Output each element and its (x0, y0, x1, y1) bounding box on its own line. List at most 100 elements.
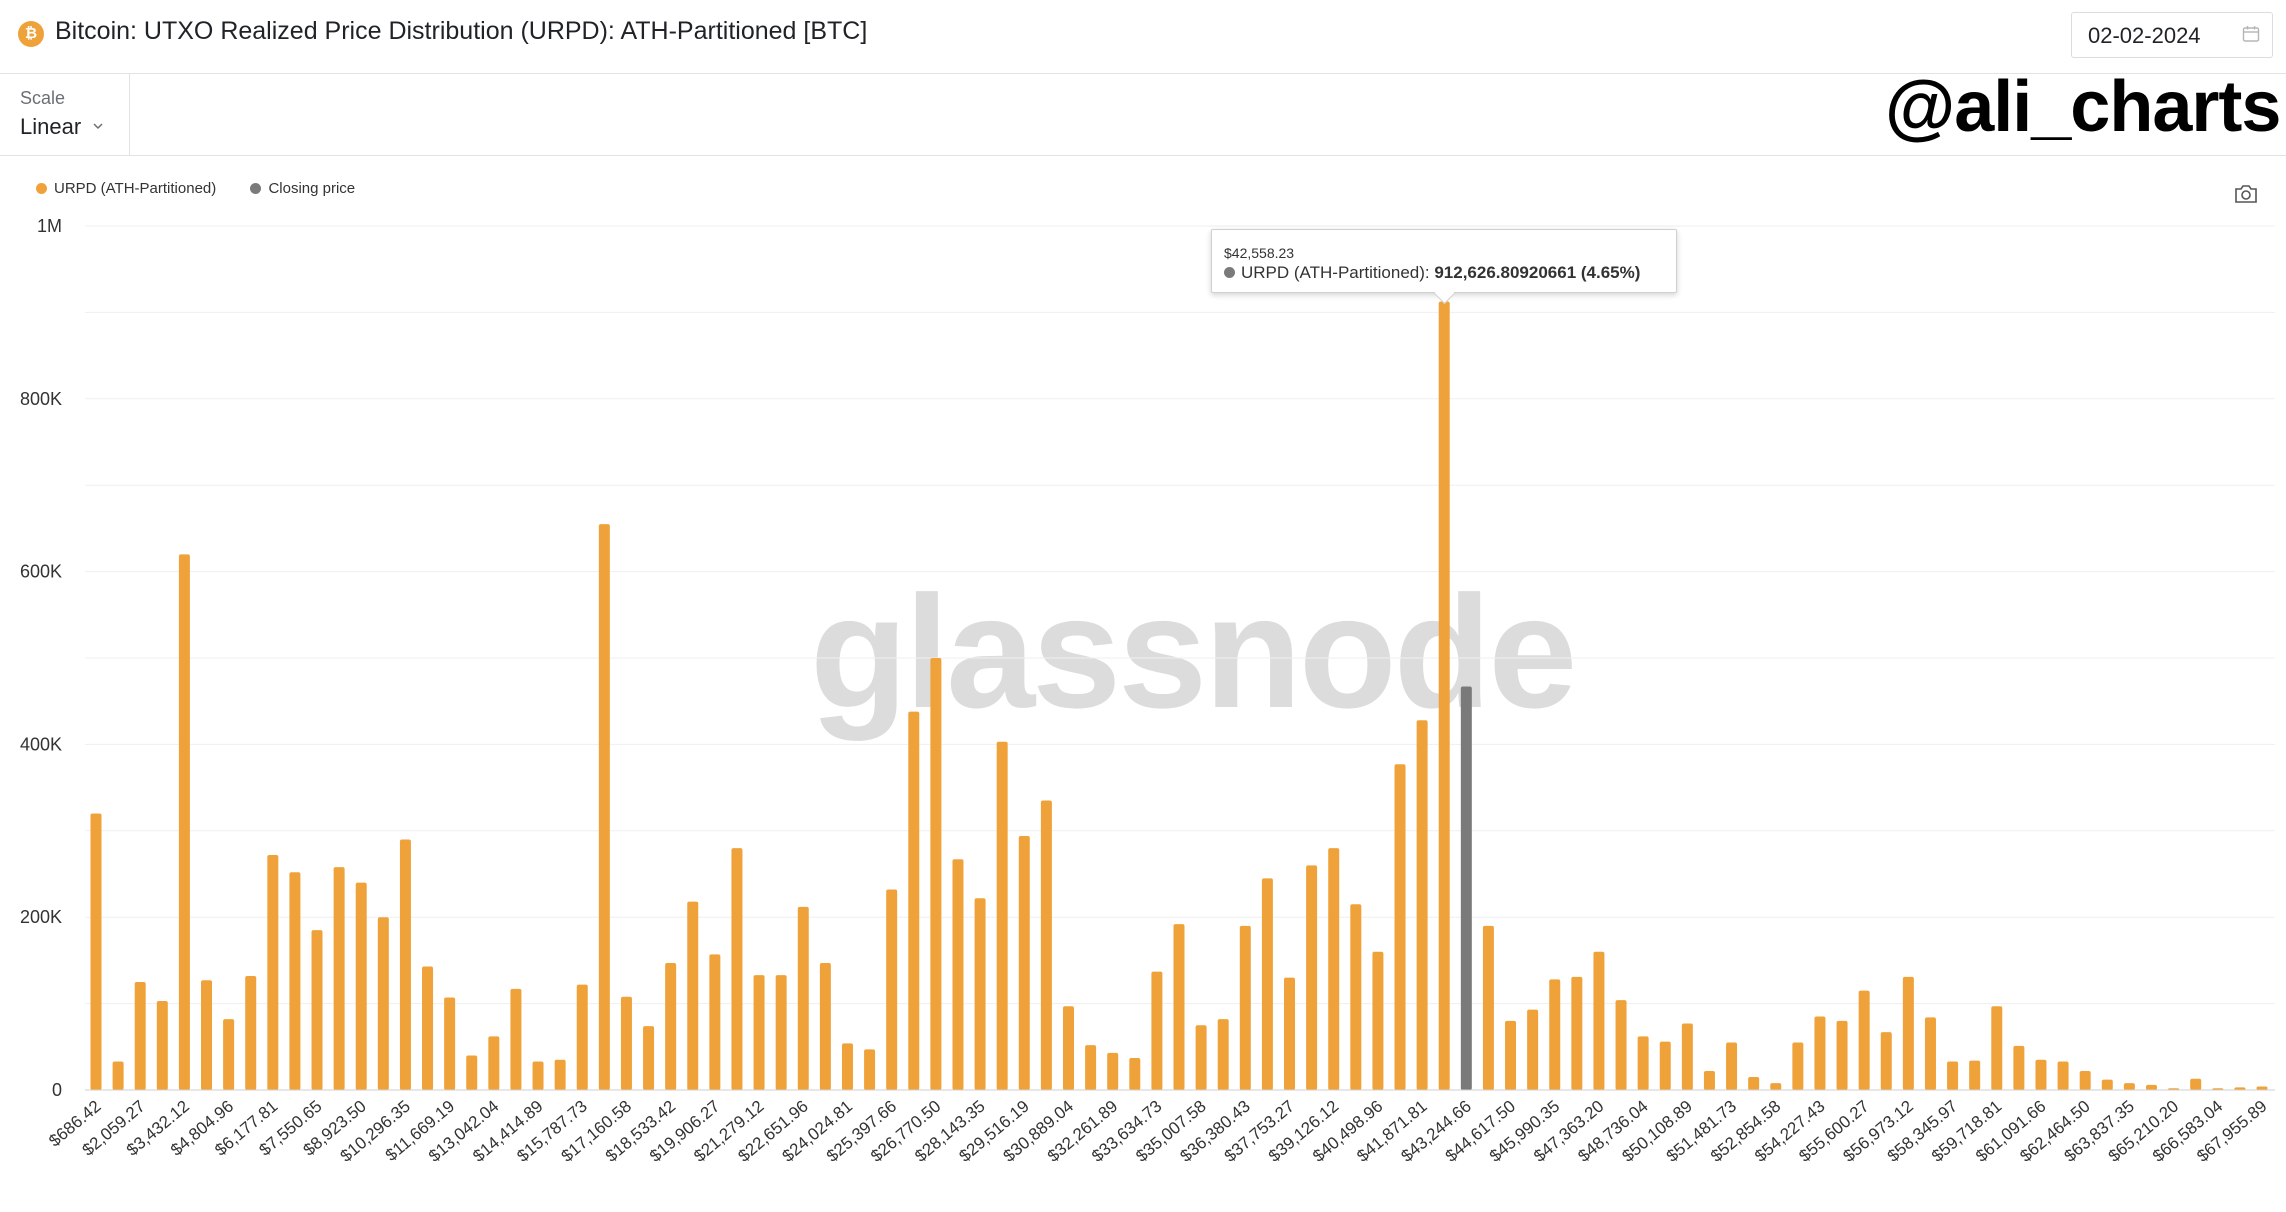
bar (576, 984, 588, 1090)
bar (1748, 1077, 1760, 1090)
bar (1571, 976, 1583, 1090)
bar (1880, 1032, 1892, 1090)
bar (444, 997, 456, 1090)
bar (1991, 1006, 2003, 1090)
bar (466, 1055, 478, 1090)
page-header: ₿ Bitcoin: UTXO Realized Price Distribut… (0, 0, 2286, 74)
bar (1969, 1060, 1981, 1090)
bar (1549, 979, 1561, 1090)
bar (532, 1061, 544, 1090)
bar (399, 839, 411, 1090)
bar (864, 1049, 876, 1090)
bar (1306, 865, 1318, 1090)
date-picker[interactable]: 02-02-2024 (2071, 12, 2273, 58)
bar (90, 813, 102, 1090)
bar (289, 872, 301, 1090)
calendar-icon (2242, 26, 2260, 42)
camera-icon[interactable] (2234, 184, 2258, 204)
bar (1107, 1052, 1119, 1090)
bar (1637, 1036, 1649, 1090)
bitcoin-icon: ₿ (18, 21, 44, 47)
bar (1438, 301, 1450, 1091)
bar (930, 658, 942, 1090)
bar (2234, 1087, 2246, 1090)
scale-label: Scale (20, 88, 66, 108)
bar (1372, 951, 1384, 1090)
bar (1085, 1045, 1097, 1090)
legend-swatch-urpd (36, 183, 47, 194)
y-tick-label: 1M (37, 216, 62, 236)
bar (510, 988, 522, 1090)
bar (952, 859, 964, 1090)
legend-item-closing-price[interactable]: Closing price (250, 180, 355, 197)
bar (1858, 990, 1870, 1090)
bar (1239, 925, 1251, 1090)
bar (753, 975, 765, 1090)
bar (709, 954, 721, 1090)
bar (554, 1059, 566, 1090)
bar (996, 741, 1008, 1090)
bar (488, 1036, 500, 1090)
bar (1482, 925, 1494, 1090)
bar (1173, 924, 1185, 1090)
bar (2035, 1059, 2047, 1090)
bar (687, 901, 699, 1090)
bar (1394, 764, 1406, 1090)
bar (112, 1061, 124, 1090)
bar (1836, 1020, 1848, 1090)
bar (1040, 800, 1052, 1090)
bar (156, 1001, 168, 1090)
bar (731, 848, 743, 1090)
bar (355, 882, 367, 1090)
page-title: Bitcoin: UTXO Realized Price Distributio… (55, 17, 868, 45)
bar (620, 996, 632, 1090)
bar (841, 1043, 853, 1090)
legend-swatch-closing-price (250, 183, 262, 194)
bar (643, 1026, 655, 1090)
chevron-down-icon (93, 123, 103, 130)
bar (598, 524, 610, 1090)
bar (2256, 1086, 2268, 1090)
bar (2123, 1083, 2135, 1090)
legend-item-urpd[interactable]: URPD (ATH-Partitioned) (36, 180, 216, 197)
scale-selector[interactable]: Scale Linear (0, 74, 130, 155)
bar (201, 980, 213, 1090)
bar (1195, 1025, 1207, 1090)
bar (1681, 1023, 1693, 1090)
bar (665, 962, 677, 1090)
scale-value: Linear (20, 114, 82, 139)
y-tick-label: 0 (52, 1080, 62, 1100)
bar (1328, 848, 1340, 1090)
legend-label-urpd: URPD (ATH-Partitioned) (54, 180, 217, 197)
bar (134, 982, 146, 1090)
author-watermark: @ali_charts (1885, 67, 2281, 147)
y-tick-label: 400K (20, 734, 62, 754)
bar (1416, 720, 1428, 1090)
bar (1284, 977, 1296, 1090)
y-tick-label: 600K (20, 562, 62, 582)
bar-highlighted (1460, 686, 1472, 1090)
bar (377, 917, 389, 1090)
tooltip-dot (1224, 267, 1235, 278)
date-value: 02-02-2024 (2088, 23, 2201, 48)
bar (797, 906, 809, 1090)
bar (974, 898, 986, 1090)
tooltip-price: $42,558.23 (1224, 245, 1295, 261)
bar (775, 975, 787, 1090)
bar (245, 975, 257, 1090)
tooltip-value: 912,626.80920661 (4.65%) (1434, 263, 1641, 282)
bar (1615, 1000, 1627, 1090)
bar (311, 930, 323, 1090)
bar (1947, 1061, 1959, 1090)
bar (1505, 1020, 1517, 1090)
y-tick-label: 200K (20, 907, 62, 927)
bar (2101, 1079, 2113, 1090)
bar (333, 867, 345, 1090)
bar (1129, 1058, 1141, 1090)
chart-legend: URPD (ATH-Partitioned) Closing price (36, 180, 385, 198)
bar (1814, 1016, 1826, 1090)
bar (2079, 1070, 2091, 1090)
bar (2057, 1061, 2069, 1090)
bar (1217, 1019, 1229, 1090)
